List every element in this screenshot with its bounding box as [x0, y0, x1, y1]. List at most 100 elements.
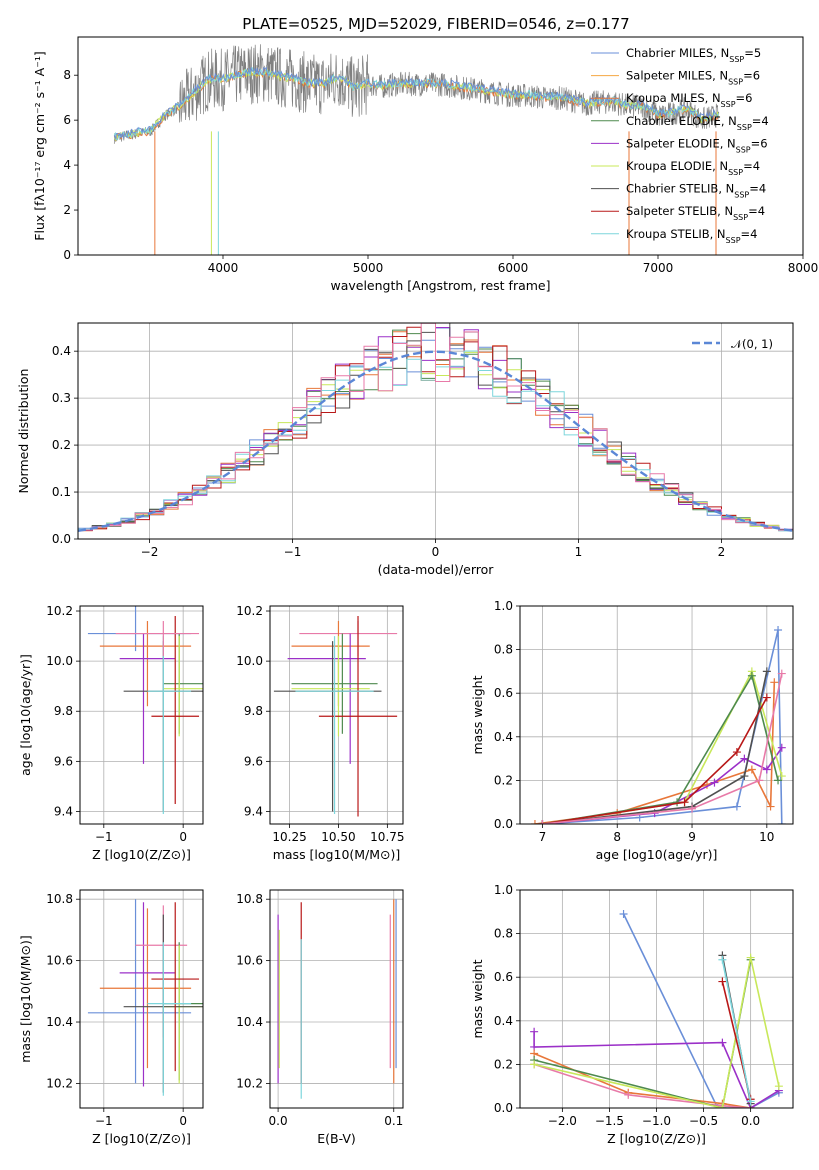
- weight-marker: [530, 1060, 539, 1069]
- x-tick-label: 0: [432, 545, 440, 559]
- legend-subscript: SSP: [729, 55, 744, 64]
- legend-subscript: SSP: [734, 190, 749, 199]
- y-tick-label: 0.0: [494, 1101, 513, 1115]
- weight-marker: [777, 820, 786, 824]
- observed-spectrum: [113, 44, 720, 144]
- weight-line: [533, 1052, 751, 1108]
- legend-entry: Chabrier MILES, NSSP=5: [626, 46, 761, 64]
- plot-area-Z-weight: [530, 909, 783, 1108]
- weight-marker: [718, 1038, 727, 1047]
- y-tick-label: 9.8: [244, 704, 263, 718]
- model-spectrum: [113, 66, 719, 141]
- y-tick-label: 10.8: [46, 892, 73, 906]
- x-tick-label: −2: [141, 545, 159, 559]
- weight-marker: [746, 953, 755, 962]
- weight-marker: [777, 669, 786, 678]
- y-tick-label: 10.0: [46, 654, 73, 668]
- y-tick-label: 10.0: [236, 654, 263, 668]
- weight-marker: [755, 776, 764, 785]
- x-tick-label: 9: [688, 830, 696, 844]
- legend-subscript: SSP: [721, 100, 736, 109]
- y-axis-label: mass weight: [470, 959, 485, 1038]
- x-tick-label: 0: [179, 1114, 187, 1128]
- axes-frame: [269, 605, 404, 825]
- x-tick-label: 0.0: [269, 1114, 288, 1128]
- y-tick-label: 10.2: [236, 604, 263, 618]
- y-tick-label: 10.6: [46, 954, 73, 968]
- x-tick-label: −0.5: [689, 1114, 718, 1128]
- x-tick-label: −1: [95, 830, 113, 844]
- x-tick-label: 2: [718, 545, 726, 559]
- y-tick-label: 0.4: [494, 1014, 513, 1028]
- weight-marker: [770, 678, 779, 687]
- x-tick-label: 10.75: [370, 830, 404, 844]
- weight-marker: [762, 765, 771, 774]
- weight-marker: [538, 820, 547, 824]
- y-tick-label: 0.8: [494, 927, 513, 941]
- weight-marker: [530, 820, 539, 824]
- legend-subscript: SSP: [736, 145, 751, 154]
- y-tick-label: 10.2: [236, 1076, 263, 1090]
- figure-title: PLATE=0525, MJD=52029, FIBERID=0546, z=0…: [242, 15, 629, 33]
- plot-area-residuals: [78, 323, 793, 532]
- axes-frame: [77, 322, 794, 540]
- y-tick-label: 0.2: [494, 1057, 513, 1071]
- x-tick-label: 0.0: [741, 1114, 760, 1128]
- y-tick-label: 0.2: [494, 773, 513, 787]
- x-tick-label: 6000: [498, 261, 529, 275]
- weight-line: [542, 673, 779, 824]
- y-tick-label: 9.4: [244, 804, 263, 818]
- y-tick-label: 2: [63, 203, 71, 217]
- plot-area-spectrum: [113, 44, 720, 255]
- weight-marker: [747, 671, 756, 680]
- gaussian-curve: [78, 350, 793, 532]
- axes-mass-age: 10.25 10.50 10.75 9.4 9.6 9.8 10.0 10.2 mass [lo…: [236, 604, 404, 862]
- weight-line: [542, 673, 783, 824]
- x-tick-label: −1: [284, 545, 302, 559]
- axes-frame: [79, 889, 204, 1109]
- x-tick-label: 0.1: [384, 1114, 403, 1128]
- weight-marker: [732, 802, 741, 811]
- x-axis-label: Z [log10(Z/Z⊙)]: [92, 847, 191, 862]
- y-tick-label: 9.6: [244, 754, 263, 768]
- y-tick-label: 9.6: [54, 754, 73, 768]
- weight-marker: [740, 772, 749, 781]
- x-tick-label: 7000: [643, 261, 674, 275]
- y-tick-label: 0.8: [494, 643, 513, 657]
- plot-area-Z-mass: [87, 899, 203, 1096]
- weight-marker: [746, 1097, 755, 1106]
- y-tick-label: 4: [63, 158, 71, 172]
- y-tick-label: 10.2: [46, 604, 73, 618]
- plot-area-ebv-mass: [277, 899, 397, 1099]
- x-axis-label: Z [log10(Z/Z⊙)]: [607, 1131, 706, 1146]
- weight-marker: [777, 743, 786, 752]
- y-tick-label: 0.0: [52, 532, 71, 546]
- y-axis-label: Flux [fλ10⁻¹⁷ erg cm⁻² s⁻¹ A⁻¹]: [32, 51, 47, 240]
- x-tick-label: 7: [539, 830, 547, 844]
- x-tick-label: 10: [759, 830, 774, 844]
- weight-marker: [718, 977, 727, 986]
- y-tick-label: 9.4: [54, 804, 73, 818]
- x-tick-label: −2.0: [548, 1114, 577, 1128]
- y-tick-label: 0.0: [494, 817, 513, 831]
- legend-entry: Chabrier ELODIE, NSSP=4: [626, 114, 769, 132]
- y-tick-label: 10.6: [236, 954, 263, 968]
- y-tick-label: 0.1: [52, 485, 71, 499]
- weight-marker: [774, 1082, 783, 1091]
- y-tick-label: 0.6: [494, 970, 513, 984]
- legend-entry: Kroupa STELIB, NSSP=4: [626, 227, 757, 245]
- y-tick-label: 10.8: [236, 892, 263, 906]
- weight-marker: [619, 909, 628, 918]
- x-tick-label: −1.5: [595, 1114, 624, 1128]
- x-axis-label: age [log10(age/yr)]: [596, 847, 718, 862]
- x-axis-label: mass [log10(M/M⊙)]: [273, 847, 401, 862]
- legend-entry: 𝒩(0, 1): [731, 337, 773, 351]
- axes-Z-weight: −2.0 −1.5 −1.0 −0.5 0.0 0.0 0.2 0.4 0.6 0.8 1.0 Z […: [470, 883, 793, 1146]
- weight-marker: [680, 798, 689, 807]
- axes-frame: [519, 889, 794, 1109]
- x-tick-label: 10.25: [272, 830, 306, 844]
- axes-frame: [269, 889, 404, 1109]
- x-axis-label: (data-model)/error: [378, 562, 495, 577]
- plot-area-age-weight: [530, 625, 786, 824]
